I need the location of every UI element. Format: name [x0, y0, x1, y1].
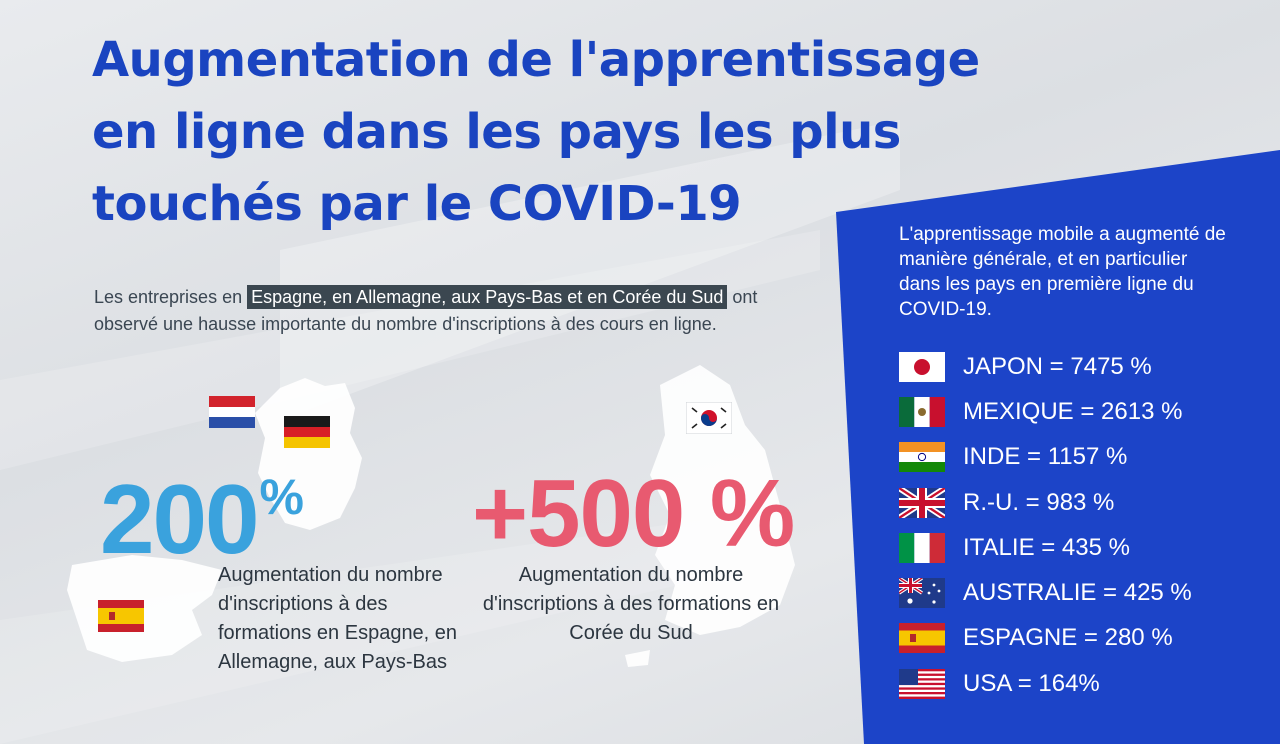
list-item: USA = 164% [899, 661, 1192, 706]
south-korea-flag-icon [686, 402, 732, 434]
country-label: ITALIE = 435 % [963, 533, 1130, 561]
intro-before: Les entreprises en [94, 287, 248, 307]
list-item: R.-U. = 983 % [899, 480, 1192, 525]
intro-text: Les entreprises en Espagne, en Allemagne… [94, 284, 814, 338]
netherlands-flag-icon [209, 396, 255, 428]
japan-flag-icon [899, 351, 945, 382]
country-label: AUSTRALIE = 425 % [963, 579, 1192, 607]
panel-intro: L'apprentissage mobile a augmenté de man… [899, 224, 1226, 320]
australia-flag-icon [899, 578, 945, 609]
title-line-2: en ligne dans les pays les plus [92, 104, 901, 160]
stat-europe-number: 200 [100, 464, 260, 574]
country-label: JAPON = 7475 % [963, 352, 1152, 380]
list-item: AUSTRALIE = 425 % [899, 570, 1192, 615]
country-list: JAPON = 7475 % MEXIQUE = 2613 % INDE = 1… [899, 344, 1192, 706]
title-line-3: touchés par le COVID-19 [92, 176, 742, 232]
country-label: MEXIQUE = 2613 % [963, 397, 1183, 425]
list-item: INDE = 1157 % [899, 435, 1192, 480]
list-item: MEXIQUE = 2613 % [899, 389, 1192, 434]
intro-after: ont observé une hausse importante du nom… [94, 287, 758, 334]
list-item: ITALIE = 435 % [899, 525, 1192, 570]
germany-flag-icon [284, 416, 330, 448]
stat-korea-value: +500 % [472, 460, 795, 567]
stat-europe-value: 200% [100, 469, 304, 568]
stat-europe-description: Augmentation du nombre d'inscriptions à … [218, 564, 458, 673]
germany-map [255, 378, 362, 530]
country-label: USA = 164% [963, 669, 1100, 697]
title-line-1: Augmentation de l'apprentissage [92, 32, 980, 88]
country-label: ESPAGNE = 280 % [963, 624, 1173, 652]
page-title: Augmentation de l'apprentissage en ligne… [92, 24, 1092, 240]
usa-flag-icon [899, 668, 945, 699]
country-label: R.-U. = 983 % [963, 488, 1115, 516]
spain-map [67, 555, 222, 662]
country-label: INDE = 1157 % [963, 443, 1128, 471]
italy-flag-icon [899, 532, 945, 563]
intro-highlight: Espagne, en Allemagne, aux Pays-Bas et e… [247, 285, 728, 309]
stat-europe-unit: % [259, 469, 304, 525]
spain-flag-icon [98, 600, 144, 632]
list-item: JAPON = 7475 % [899, 344, 1192, 389]
mexico-flag-icon [899, 396, 945, 427]
list-item: ESPAGNE = 280 % [899, 616, 1192, 661]
stat-korea-description: Augmentation du nombre d'inscriptions à … [482, 564, 780, 644]
uk-flag-icon [899, 487, 945, 518]
spain-flag-icon [899, 623, 945, 654]
india-flag-icon [899, 442, 945, 473]
